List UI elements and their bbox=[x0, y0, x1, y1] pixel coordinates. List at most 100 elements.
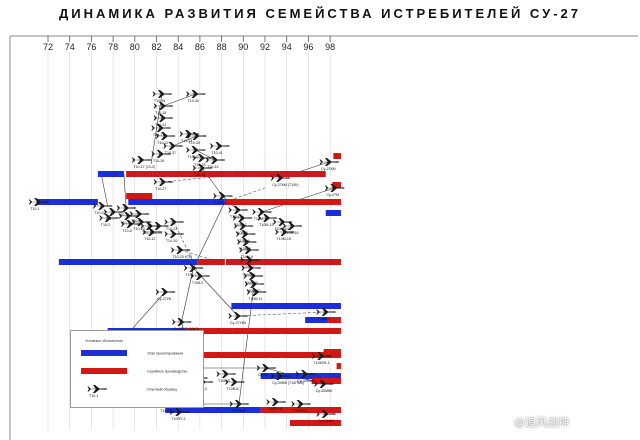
aircraft-icon bbox=[228, 206, 249, 214]
aircraft-label: Т10К-1 bbox=[185, 273, 196, 277]
aircraft-silhouette bbox=[228, 206, 249, 214]
aircraft-silhouette bbox=[179, 130, 200, 138]
year-label: 88 bbox=[217, 42, 227, 52]
legend-swatch bbox=[81, 350, 127, 356]
aircraft-silhouette bbox=[116, 204, 137, 212]
aircraft-icon bbox=[164, 230, 185, 238]
aircraft-silhouette bbox=[164, 230, 185, 238]
aircraft-label: Т10М-1 bbox=[230, 215, 242, 219]
aircraft-icon bbox=[183, 264, 204, 272]
aircraft-silhouette bbox=[233, 222, 254, 230]
lineage-link bbox=[172, 135, 197, 147]
production-bar bbox=[332, 182, 341, 188]
aircraft-silhouette bbox=[225, 378, 246, 386]
aircraft-label: Су-30МК2 bbox=[318, 419, 335, 423]
aircraft-label: Т10-17 bbox=[153, 133, 164, 137]
aircraft-label: Т10М-3 bbox=[235, 231, 247, 235]
aircraft-icon bbox=[170, 246, 191, 254]
aircraft-icon bbox=[186, 146, 207, 154]
legend-title: Условные обозначения bbox=[85, 339, 123, 343]
development-bar bbox=[165, 407, 261, 413]
production-bar bbox=[224, 199, 341, 205]
aircraft-label: Т10КУБ-1 bbox=[313, 361, 329, 365]
aircraft-silhouette bbox=[153, 114, 174, 122]
aircraft-silhouette bbox=[272, 218, 293, 226]
aircraft-label: Т10-20 bbox=[166, 239, 177, 243]
aircraft-icon bbox=[163, 142, 184, 150]
aircraft-icon bbox=[151, 150, 172, 158]
aircraft-label: Т10М-5 bbox=[239, 247, 251, 251]
aircraft-silhouette bbox=[228, 312, 249, 320]
aircraft-icon bbox=[244, 280, 265, 288]
aircraft-silhouette bbox=[275, 228, 296, 236]
aircraft-label: Т10М-9 bbox=[245, 281, 257, 285]
aircraft-label: Т10-39 bbox=[189, 141, 200, 145]
aircraft-icon bbox=[275, 228, 296, 236]
aircraft-icon bbox=[153, 114, 174, 122]
aircraft-label: Т10-9 bbox=[131, 219, 140, 223]
aircraft-icon bbox=[246, 288, 267, 296]
aircraft-icon bbox=[225, 378, 246, 386]
development-bar bbox=[97, 171, 124, 177]
legend: Условные обозначения Этап проектирования… bbox=[70, 330, 204, 408]
aircraft-label: Су-30МКИ bbox=[297, 379, 315, 383]
aircraft-icon bbox=[131, 218, 152, 226]
production-bar bbox=[289, 420, 341, 426]
aircraft-label: Су-27УБ (МАП) bbox=[173, 327, 199, 331]
aircraft-icon bbox=[169, 408, 190, 416]
aircraft-silhouette bbox=[205, 156, 226, 164]
aircraft-icon bbox=[239, 246, 260, 254]
development-bar bbox=[305, 317, 328, 323]
aircraft-silhouette bbox=[324, 184, 345, 192]
aircraft-label: Т10М-13 bbox=[259, 223, 273, 227]
aircraft-icon bbox=[103, 208, 124, 216]
aircraft-icon bbox=[205, 156, 226, 164]
aircraft-silhouette bbox=[190, 272, 211, 280]
aircraft-icon bbox=[179, 130, 200, 138]
aircraft-label: Т10-24 bbox=[194, 173, 205, 177]
development-bar bbox=[260, 373, 341, 379]
development-bar bbox=[37, 199, 98, 205]
aircraft-icon bbox=[149, 222, 170, 230]
development-bar bbox=[231, 303, 341, 309]
production-bar bbox=[126, 193, 153, 199]
aircraft-silhouette bbox=[311, 352, 332, 360]
aircraft-label: Т10-4 bbox=[118, 213, 127, 217]
aircraft-icon bbox=[282, 222, 303, 230]
aircraft-icon bbox=[187, 132, 208, 140]
aircraft-silhouette bbox=[169, 408, 190, 416]
lineage-link bbox=[162, 93, 196, 107]
aircraft-label: Т10-24 bbox=[181, 139, 192, 143]
aircraft-label: Т10-25 bbox=[151, 231, 162, 235]
aircraft-icon bbox=[153, 178, 174, 186]
aircraft-label: Т10-26 bbox=[153, 159, 164, 163]
year-label: 74 bbox=[65, 42, 75, 52]
aircraft-icon bbox=[87, 385, 108, 393]
aircraft-silhouette bbox=[291, 400, 312, 408]
aircraft-silhouette bbox=[120, 220, 141, 228]
aircraft-icon bbox=[319, 158, 340, 166]
aircraft-label: Т10-1 bbox=[30, 207, 39, 211]
aircraft-icon bbox=[120, 220, 141, 228]
aircraft-silhouette bbox=[266, 398, 287, 406]
lineage-link bbox=[123, 173, 127, 209]
aircraft-icon bbox=[129, 210, 150, 218]
aircraft-icon bbox=[235, 230, 256, 238]
aircraft-label: Т10Ш-1 bbox=[318, 317, 331, 321]
aircraft-silhouette bbox=[103, 208, 124, 216]
aircraft-icon bbox=[99, 214, 120, 222]
watermark: @追风战神 bbox=[514, 416, 569, 429]
aircraft-silhouette bbox=[257, 214, 278, 222]
aircraft-label: Су-30 bbox=[258, 373, 268, 377]
aircraft-label: Т10-20 КТМ bbox=[172, 255, 192, 259]
aircraft-label: Т10-11 bbox=[142, 231, 153, 235]
aircraft-icon bbox=[171, 318, 192, 326]
aircraft-silhouette bbox=[295, 370, 316, 378]
aircraft-icon bbox=[152, 90, 173, 98]
aircraft-label: Су-27УБК bbox=[230, 321, 247, 325]
aircraft-silhouette bbox=[270, 174, 291, 182]
production-bar bbox=[323, 349, 341, 355]
aircraft-icon bbox=[295, 370, 316, 378]
production-bar bbox=[126, 171, 233, 177]
aircraft-icon bbox=[314, 380, 335, 388]
